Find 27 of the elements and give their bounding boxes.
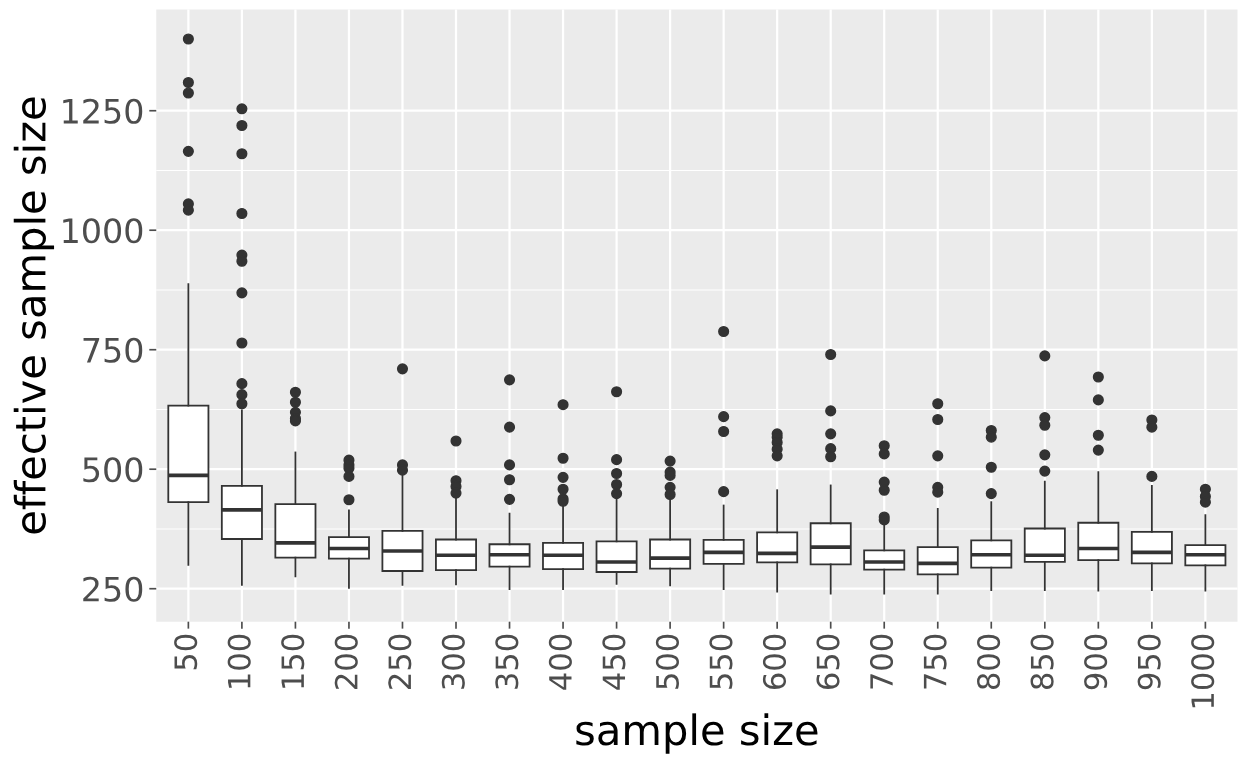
x-tick-label: 400 xyxy=(548,634,572,690)
y-axis-title: effective sample size xyxy=(13,97,55,534)
y-tick-label: 250 xyxy=(83,576,143,602)
x-tick-label: 300 xyxy=(441,634,465,689)
x-tick-label: 150 xyxy=(281,634,305,688)
x-tick-label: 800 xyxy=(977,634,1001,690)
x-tick-label: 600 xyxy=(762,634,787,689)
x-tick-label: 750 xyxy=(923,634,947,689)
y-tick-label: 1000 xyxy=(63,218,143,244)
x-tick-label: 200 xyxy=(334,634,358,689)
x-axis-title: sample size xyxy=(576,713,818,754)
x-tick-label: 900 xyxy=(1084,634,1108,690)
x-tick-label: 550 xyxy=(709,634,733,689)
x-tick-label: 650 xyxy=(816,634,840,689)
x-tick-label: 950 xyxy=(1137,634,1161,690)
x-tick-label: 850 xyxy=(1030,634,1054,690)
x-tick-label: 1000 xyxy=(1191,634,1215,708)
y-tick-label: 500 xyxy=(83,457,143,483)
y-tick-label: 750 xyxy=(83,337,143,363)
x-tick-label: 350 xyxy=(495,634,519,689)
x-tick-label: 100 xyxy=(227,634,251,688)
x-tick-label: 250 xyxy=(388,634,412,689)
x-tick-label: 500 xyxy=(655,634,679,689)
x-tick-label: 50 xyxy=(174,634,198,670)
x-tick-label: 450 xyxy=(602,634,626,690)
y-tick-label: 1250 xyxy=(63,98,143,124)
x-tick-label: 700 xyxy=(869,634,894,689)
